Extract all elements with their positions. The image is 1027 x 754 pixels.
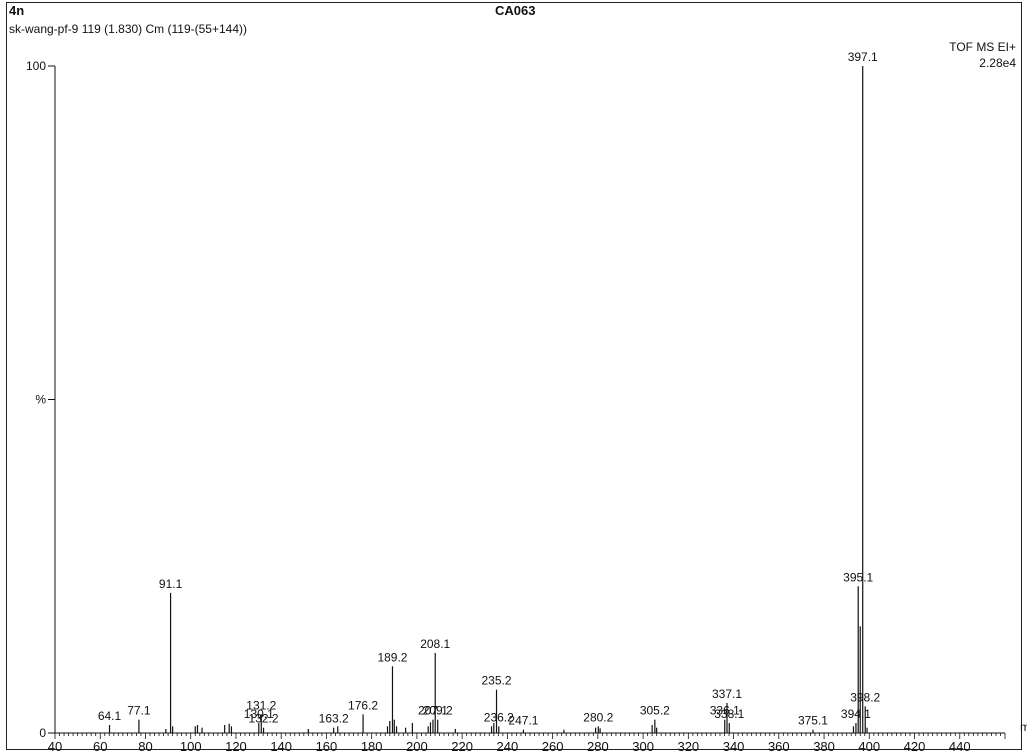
x-tick-label: 80	[138, 739, 152, 754]
x-tick-label: 320	[677, 739, 699, 754]
intensity-label: 2.28e4	[979, 56, 1016, 70]
peak-label: 130.1	[244, 707, 274, 721]
peak-label: 336.1	[710, 704, 740, 718]
peak-label: 208.1	[420, 637, 450, 651]
x-axis-label: m/z	[1020, 720, 1027, 734]
peak-label: 163.2	[319, 712, 349, 726]
x-tick-label: 180	[361, 739, 383, 754]
x-tick-label: 340	[723, 739, 745, 754]
peak-label: 207.1	[418, 704, 448, 718]
x-tick-label: 240	[497, 739, 519, 754]
x-tick-label: 420	[904, 739, 926, 754]
peak-label: 132.2	[249, 712, 279, 726]
y-tick-label: 0	[39, 726, 46, 740]
x-tick-label: 200	[406, 739, 428, 754]
ms-mode: TOF MS EI+	[949, 40, 1016, 54]
peak-label: 398.2	[850, 690, 880, 704]
peak-label: 337.1	[712, 687, 742, 701]
x-tick-label: 120	[225, 739, 247, 754]
peak-label: 395.1	[843, 570, 873, 584]
peak-label: 235.2	[482, 674, 512, 688]
x-tick-label: 60	[93, 739, 107, 754]
plot-frame	[6, 2, 1022, 750]
x-tick-label: 100	[180, 739, 202, 754]
peak-label: 236.2	[484, 710, 514, 724]
x-tick-label: 220	[451, 739, 473, 754]
peak-label: 397.1	[848, 50, 878, 64]
x-tick-label: 380	[813, 739, 835, 754]
peak-label: 176.2	[348, 698, 378, 712]
peak-label: 64.1	[98, 709, 122, 723]
peak-label: 305.2	[640, 704, 670, 718]
x-tick-label: 400	[858, 739, 880, 754]
peak-label: 280.2	[583, 710, 613, 724]
x-tick-label: 140	[270, 739, 292, 754]
compound-id: 4n	[9, 3, 25, 18]
peak-label: 91.1	[159, 577, 183, 591]
x-tick-label: 300	[632, 739, 654, 754]
peak-label: 209.2	[423, 704, 453, 718]
scan-info: sk-wang-pf-9 119 (1.830) Cm (119-(55+144…	[9, 22, 247, 36]
peak-label: 131.2	[246, 698, 276, 712]
peak-label: 394.1	[841, 707, 871, 721]
peak-label: 189.2	[377, 650, 407, 664]
sample-name: CA063	[495, 3, 536, 18]
x-tick-label: 160	[316, 739, 338, 754]
x-tick-label: 440	[949, 739, 971, 754]
peak-label: 338.1	[714, 707, 744, 721]
x-tick-label: 40	[48, 739, 62, 754]
peak-label: 375.1	[798, 714, 828, 728]
peak-label: 247.1	[508, 714, 538, 728]
x-tick-label: 360	[768, 739, 790, 754]
peak-label: 77.1	[127, 704, 151, 718]
x-tick-label: 260	[542, 739, 564, 754]
y-tick-label: 100	[26, 59, 46, 73]
y-tick-label: %	[35, 393, 46, 407]
x-tick-label: 280	[587, 739, 609, 754]
